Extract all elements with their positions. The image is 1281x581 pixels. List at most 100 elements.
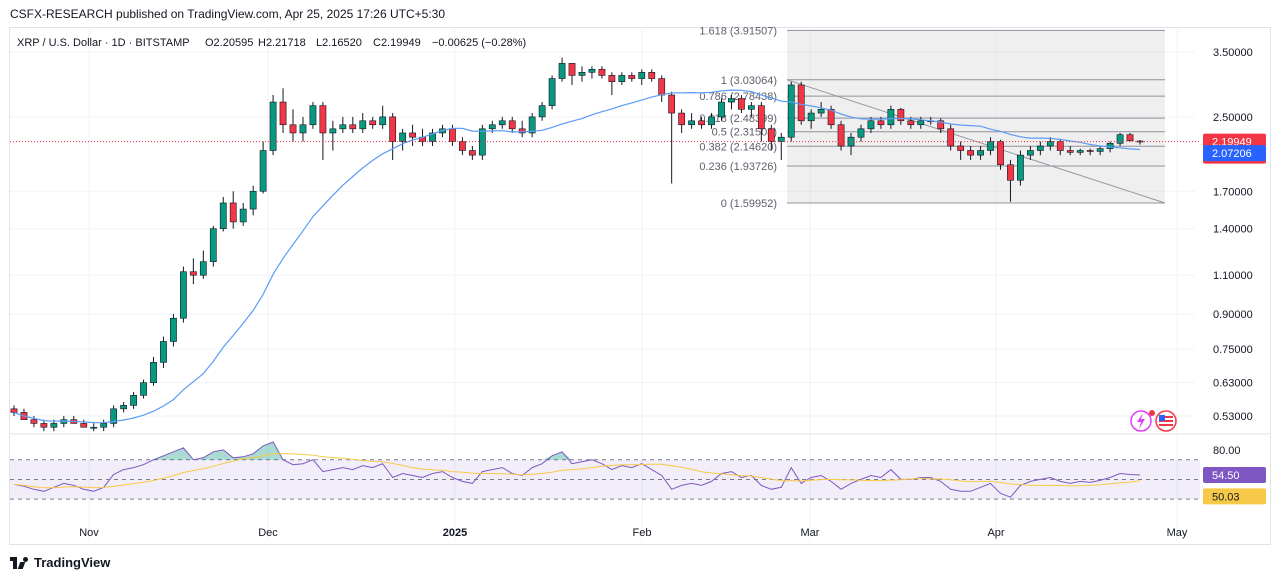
candle-body — [219, 202, 227, 229]
rsi-ma-line — [13, 453, 1141, 489]
candle-body — [339, 124, 347, 130]
candle-body — [429, 132, 436, 142]
rsi-value-text: 54.50 — [1212, 470, 1240, 482]
candle-body — [718, 101, 725, 118]
event-icons[interactable] — [1130, 410, 1177, 432]
candle-body — [289, 124, 297, 134]
candle-body — [738, 98, 745, 110]
candle-body — [130, 395, 137, 406]
fib-level-label: 1.618 (3.91507) — [699, 25, 777, 37]
ma-polyline — [13, 89, 1141, 424]
candle-body — [10, 408, 18, 413]
fib-level-label: 0.382 (2.14620) — [699, 141, 777, 153]
candle-body — [80, 423, 88, 428]
candle-body — [588, 68, 596, 73]
candle-body — [180, 271, 187, 319]
flag-stripe-icon — [1159, 416, 1173, 418]
candle-body — [409, 132, 416, 138]
candle-body — [459, 141, 466, 151]
fibonacci-retracement[interactable]: 1.618 (3.91507)1 (3.03064)0.786 (2.78438… — [699, 25, 1165, 210]
candle-body — [120, 405, 127, 410]
publisher-line: CSFX-RESEARCH published on TradingView.c… — [10, 7, 446, 21]
candle-body — [1086, 150, 1094, 152]
candle-body — [269, 101, 277, 151]
candle-body — [578, 72, 586, 76]
fib-level-label: 0.5 (2.31508) — [712, 127, 777, 139]
time-tick-label: Feb — [633, 527, 652, 539]
candle-body — [598, 68, 606, 76]
candle-body — [568, 63, 576, 76]
candle-body — [897, 109, 905, 122]
rsi-overbought-fill — [562, 451, 573, 460]
rsi-tick-label: 80.00 — [1213, 445, 1241, 457]
candle-body — [857, 128, 865, 138]
candle-body — [150, 362, 157, 383]
footer-brand: TradingView — [34, 555, 111, 570]
candle-body — [917, 120, 925, 126]
axes: 3.50000 2.50000 1.70000 1.40000 1.10000 0.900… — [79, 47, 1253, 539]
candle-body — [100, 423, 108, 428]
rsi-panel — [10, 441, 1200, 500]
candle-body — [1126, 134, 1134, 141]
candle-body — [359, 120, 367, 130]
candle-body — [867, 120, 875, 130]
candle-body — [518, 128, 526, 134]
price-tick-label: 0.75000 — [1213, 344, 1253, 356]
chart-frame — [9, 27, 1271, 545]
candle-body — [907, 120, 915, 126]
candle-body — [807, 112, 815, 122]
candle-body — [379, 116, 387, 126]
candle-body — [688, 120, 695, 126]
candle-body — [1046, 141, 1054, 147]
fib-level-label: 0.236 (1.93726) — [699, 161, 777, 173]
candle-body — [977, 150, 984, 156]
moving-average-line — [10, 89, 1200, 424]
candle-body — [1116, 134, 1124, 144]
candle-body — [787, 84, 795, 138]
legend-change: −0.00625 (−0.28%) — [432, 37, 526, 49]
candle-body — [1106, 142, 1114, 149]
legend-close: C2.19949 — [373, 37, 421, 49]
time-tick-label: Apr — [987, 527, 1004, 539]
price-tick-label: 1.40000 — [1213, 224, 1253, 236]
candle-body — [817, 109, 825, 114]
candle-body — [638, 72, 646, 79]
candle-body — [797, 84, 805, 122]
flag-canton-icon — [1159, 415, 1165, 421]
flag-stripe-icon — [1159, 424, 1173, 426]
candle-body — [449, 128, 456, 142]
candle-body — [827, 109, 835, 126]
candle-body — [309, 105, 317, 126]
fib-fill — [787, 30, 1165, 203]
rsi-overbought-fill — [213, 449, 224, 460]
candle-body — [1017, 154, 1024, 181]
price-tick-label: 1.70000 — [1213, 186, 1253, 198]
candle-body — [618, 75, 626, 83]
candle-body — [259, 150, 267, 192]
candle-body — [708, 116, 715, 126]
candle-body — [1066, 150, 1074, 153]
rsi-overbought-fill — [552, 451, 563, 460]
price-tick-label: 3.50000 — [1213, 47, 1253, 59]
candle-body — [728, 98, 735, 103]
candle-body — [498, 120, 506, 126]
candle-body — [170, 317, 177, 342]
candle-body — [668, 94, 676, 114]
candle-body — [1027, 150, 1034, 156]
rsi-overbought-fill — [542, 455, 553, 460]
candle-body — [90, 426, 98, 429]
candle-body — [468, 150, 476, 156]
candle-body — [1056, 141, 1064, 151]
candle-body — [548, 78, 556, 106]
legend-high: H2.21718 — [258, 37, 306, 49]
time-tick-label: Mar — [801, 527, 820, 539]
candle-body — [528, 116, 536, 134]
candle-body — [249, 190, 257, 210]
candle-body — [229, 202, 237, 223]
footer[interactable]: TradingView — [10, 555, 110, 570]
price-tick-label: 0.63000 — [1213, 378, 1253, 390]
candle-body — [1096, 148, 1104, 152]
candle-body — [40, 423, 48, 428]
candle-body — [279, 101, 287, 126]
